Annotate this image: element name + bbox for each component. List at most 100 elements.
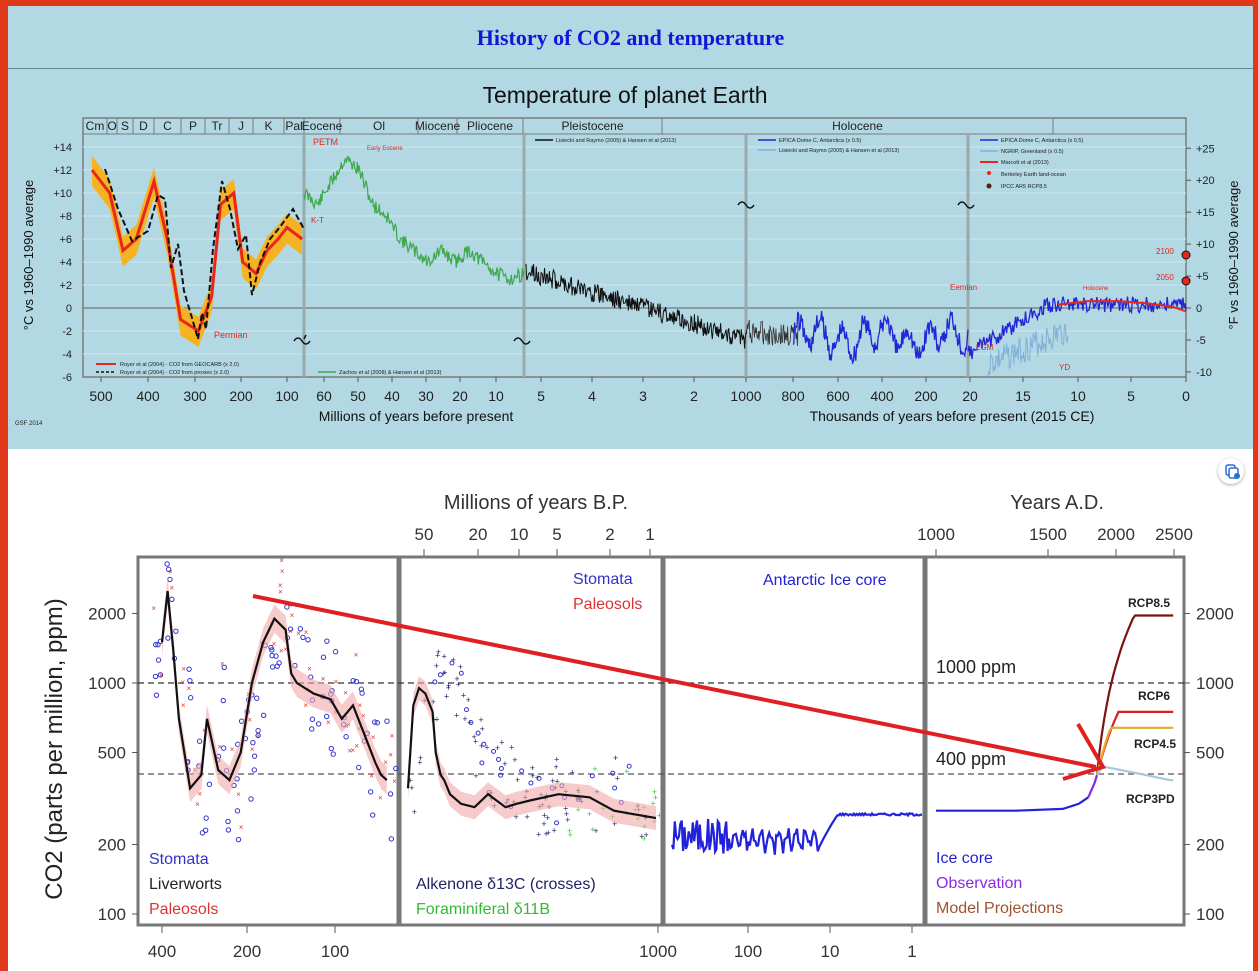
foraminiferal-point: + — [587, 809, 592, 819]
stomata-point — [169, 596, 175, 603]
alkenone-point: + — [409, 783, 414, 793]
annotation-2050: 2050 — [1156, 273, 1174, 282]
stomata-point — [388, 836, 395, 842]
paleosol-point: × — [351, 746, 356, 755]
stomata-point — [251, 753, 258, 759]
co2-bottom-tick: 10 — [821, 942, 840, 961]
co2-top-tick: 5 — [552, 525, 561, 544]
period-label: Tr — [212, 119, 223, 133]
stomata-point — [496, 756, 502, 762]
temp-x-tick: 20 — [452, 388, 468, 404]
legend-berkeley: Berkeley Earth land-ocean — [1001, 172, 1066, 178]
co2-top-tick: 2 — [605, 525, 614, 544]
temp-y-tick-f: +5 — [1196, 271, 1209, 283]
temp-y-tick-f: +25 — [1196, 143, 1215, 155]
stomata-point — [206, 781, 213, 788]
alkenone-point: + — [467, 717, 472, 727]
paleosol-point: × — [272, 639, 277, 648]
legend-ngrip: NGRIP, Greenland (x 0.5) — [1001, 149, 1064, 155]
alkenone-point: + — [502, 759, 507, 769]
cenozoic-co2-series — [406, 686, 657, 820]
temp-left-axis-label: °C vs 1960–1990 average — [21, 180, 36, 330]
legend-swatch-ipcc — [986, 183, 992, 189]
copy-image-icon[interactable] — [1218, 458, 1244, 484]
co2-bottom-tick: 100 — [734, 942, 762, 961]
foraminiferal-point: + — [592, 764, 597, 774]
alkenone-point: + — [565, 815, 570, 825]
stomata-point — [332, 649, 339, 655]
stomata-point — [393, 765, 399, 772]
stomata-point — [315, 721, 322, 727]
temp-y-tick-c: +2 — [59, 280, 72, 292]
co2-top-tick: 2500 — [1155, 525, 1193, 544]
stomata-point — [353, 678, 360, 685]
foraminiferal-point: + — [590, 825, 595, 835]
foraminiferal-point: + — [568, 830, 573, 840]
stomata-point — [269, 664, 276, 670]
lisiecki-pleistocene-series — [745, 319, 799, 347]
paleosol-point: × — [290, 611, 295, 620]
foraminiferal-point: + — [624, 767, 629, 777]
projection-2050-marker — [1181, 276, 1191, 286]
temp-x-tick: 600 — [826, 388, 850, 404]
paleosol-point: × — [354, 650, 359, 659]
temp-y-tick-c: 0 — [66, 303, 72, 315]
co2-y-tick-right: 500 — [1196, 744, 1224, 763]
temp-y-tick-c: -6 — [62, 372, 72, 384]
annotation-eemian: Eemian — [950, 283, 977, 292]
paleosol-point: × — [250, 745, 255, 754]
marcott-series — [1057, 300, 1187, 313]
alkenone-point: + — [563, 804, 568, 814]
co2-panel-4 — [924, 555, 1186, 927]
temp-x-tick: 3 — [639, 388, 647, 404]
co2-panel-2 — [398, 555, 664, 927]
zachos-series — [303, 155, 525, 286]
alkenone-point: + — [544, 829, 549, 839]
co2-panel-3 — [662, 555, 926, 927]
alkenone-point: + — [434, 661, 439, 671]
stomata-point — [610, 770, 616, 776]
paleosol-point: × — [278, 587, 283, 596]
paleosol-point: × — [307, 664, 312, 673]
paleosol-point: × — [151, 604, 156, 613]
stomata-point — [491, 748, 497, 754]
alkenone-point: + — [442, 668, 447, 678]
alkenone-point: + — [473, 771, 478, 781]
temp-chart-title: Temperature of planet Earth — [482, 82, 767, 108]
stomata-point — [235, 836, 242, 843]
co2-top-tick: 1 — [645, 525, 654, 544]
stomata-point — [612, 785, 618, 791]
stomata-point — [323, 713, 330, 720]
stomata-point — [254, 695, 260, 701]
co2-top-tick: 20 — [469, 525, 488, 544]
co2-y-tick-left: 100 — [98, 905, 126, 924]
legend-swatch-berkeley — [987, 171, 991, 175]
temp-right-axis-label: °F vs 1960–1990 average — [1226, 180, 1241, 329]
temp-y-tick-c: +6 — [59, 234, 72, 246]
paleosol-point: × — [236, 790, 241, 799]
co2-top-tick: 1500 — [1029, 525, 1067, 544]
temp-x-tick: 200 — [229, 388, 253, 404]
rcp85-series — [1095, 614, 1174, 776]
stomata-point — [372, 719, 378, 725]
stomata-point — [152, 641, 159, 648]
alkenone-point: + — [514, 812, 519, 822]
temp-x-tick: 300 — [183, 388, 207, 404]
stomata-point — [187, 695, 194, 701]
period-label: Eocene — [302, 119, 343, 133]
p4-label-model-projections: Model Projections — [936, 900, 1063, 917]
temp-x-tick: 2 — [690, 388, 698, 404]
temp-y-tick-c: -2 — [62, 326, 72, 338]
p1-label-paleosols: Paleosols — [149, 901, 218, 918]
stomata-point — [220, 697, 226, 704]
stomata-point — [309, 726, 315, 732]
alkenone-point: + — [554, 754, 559, 764]
paleosol-point: × — [357, 701, 362, 710]
alkenone-point: + — [484, 743, 489, 753]
alkenone-point: + — [554, 777, 559, 787]
stomata-point — [432, 679, 438, 685]
period-label: C — [163, 119, 172, 133]
alkenone-point: + — [446, 680, 451, 690]
paleosol-point: × — [181, 664, 186, 673]
